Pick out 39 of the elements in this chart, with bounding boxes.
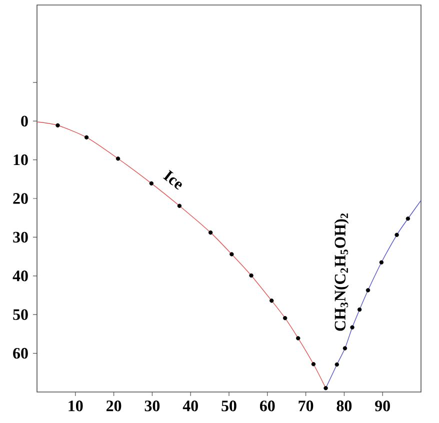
point bbox=[357, 307, 362, 312]
point bbox=[296, 336, 300, 340]
point bbox=[270, 298, 274, 303]
text: Ice bbox=[162, 170, 182, 190]
point bbox=[230, 252, 234, 256]
x-tick-label: 10 bbox=[68, 400, 83, 412]
point bbox=[177, 204, 182, 208]
y-tick-label: 50 bbox=[13, 309, 28, 320]
point bbox=[406, 216, 410, 221]
point bbox=[208, 230, 213, 235]
y-tick-label: 10 bbox=[14, 154, 28, 166]
y-tick-label: 0 bbox=[21, 116, 28, 126]
x-tick-label: 80 bbox=[336, 400, 352, 412]
point bbox=[394, 232, 399, 237]
point bbox=[342, 346, 348, 350]
x-tick-label: 30 bbox=[144, 400, 160, 412]
point bbox=[249, 273, 254, 278]
point bbox=[116, 156, 120, 161]
point bbox=[149, 181, 154, 186]
point bbox=[379, 260, 384, 264]
point bbox=[366, 288, 370, 292]
point bbox=[311, 362, 316, 366]
y-tick-label: 60 bbox=[13, 348, 28, 359]
y-tick-label: 30 bbox=[13, 232, 28, 243]
y-tick-label: 40 bbox=[12, 270, 28, 282]
point bbox=[56, 123, 60, 128]
x-tick-label: 20 bbox=[106, 400, 122, 412]
point bbox=[84, 135, 89, 140]
text: CH$_{3}$N(C$_{2}$H$_{5}$OH)$_{2}$ bbox=[334, 213, 349, 331]
x-tick-label: 40 bbox=[182, 400, 198, 412]
point bbox=[334, 362, 340, 367]
point bbox=[350, 325, 354, 330]
x-tick-label: 50 bbox=[222, 400, 236, 412]
x-tick-label: 60 bbox=[260, 400, 275, 412]
y-tick-label: 20 bbox=[13, 193, 28, 204]
point bbox=[324, 386, 328, 390]
x-tick-label: 90 bbox=[375, 400, 390, 412]
point bbox=[282, 316, 288, 320]
x-tick-label: 70 bbox=[298, 400, 314, 412]
